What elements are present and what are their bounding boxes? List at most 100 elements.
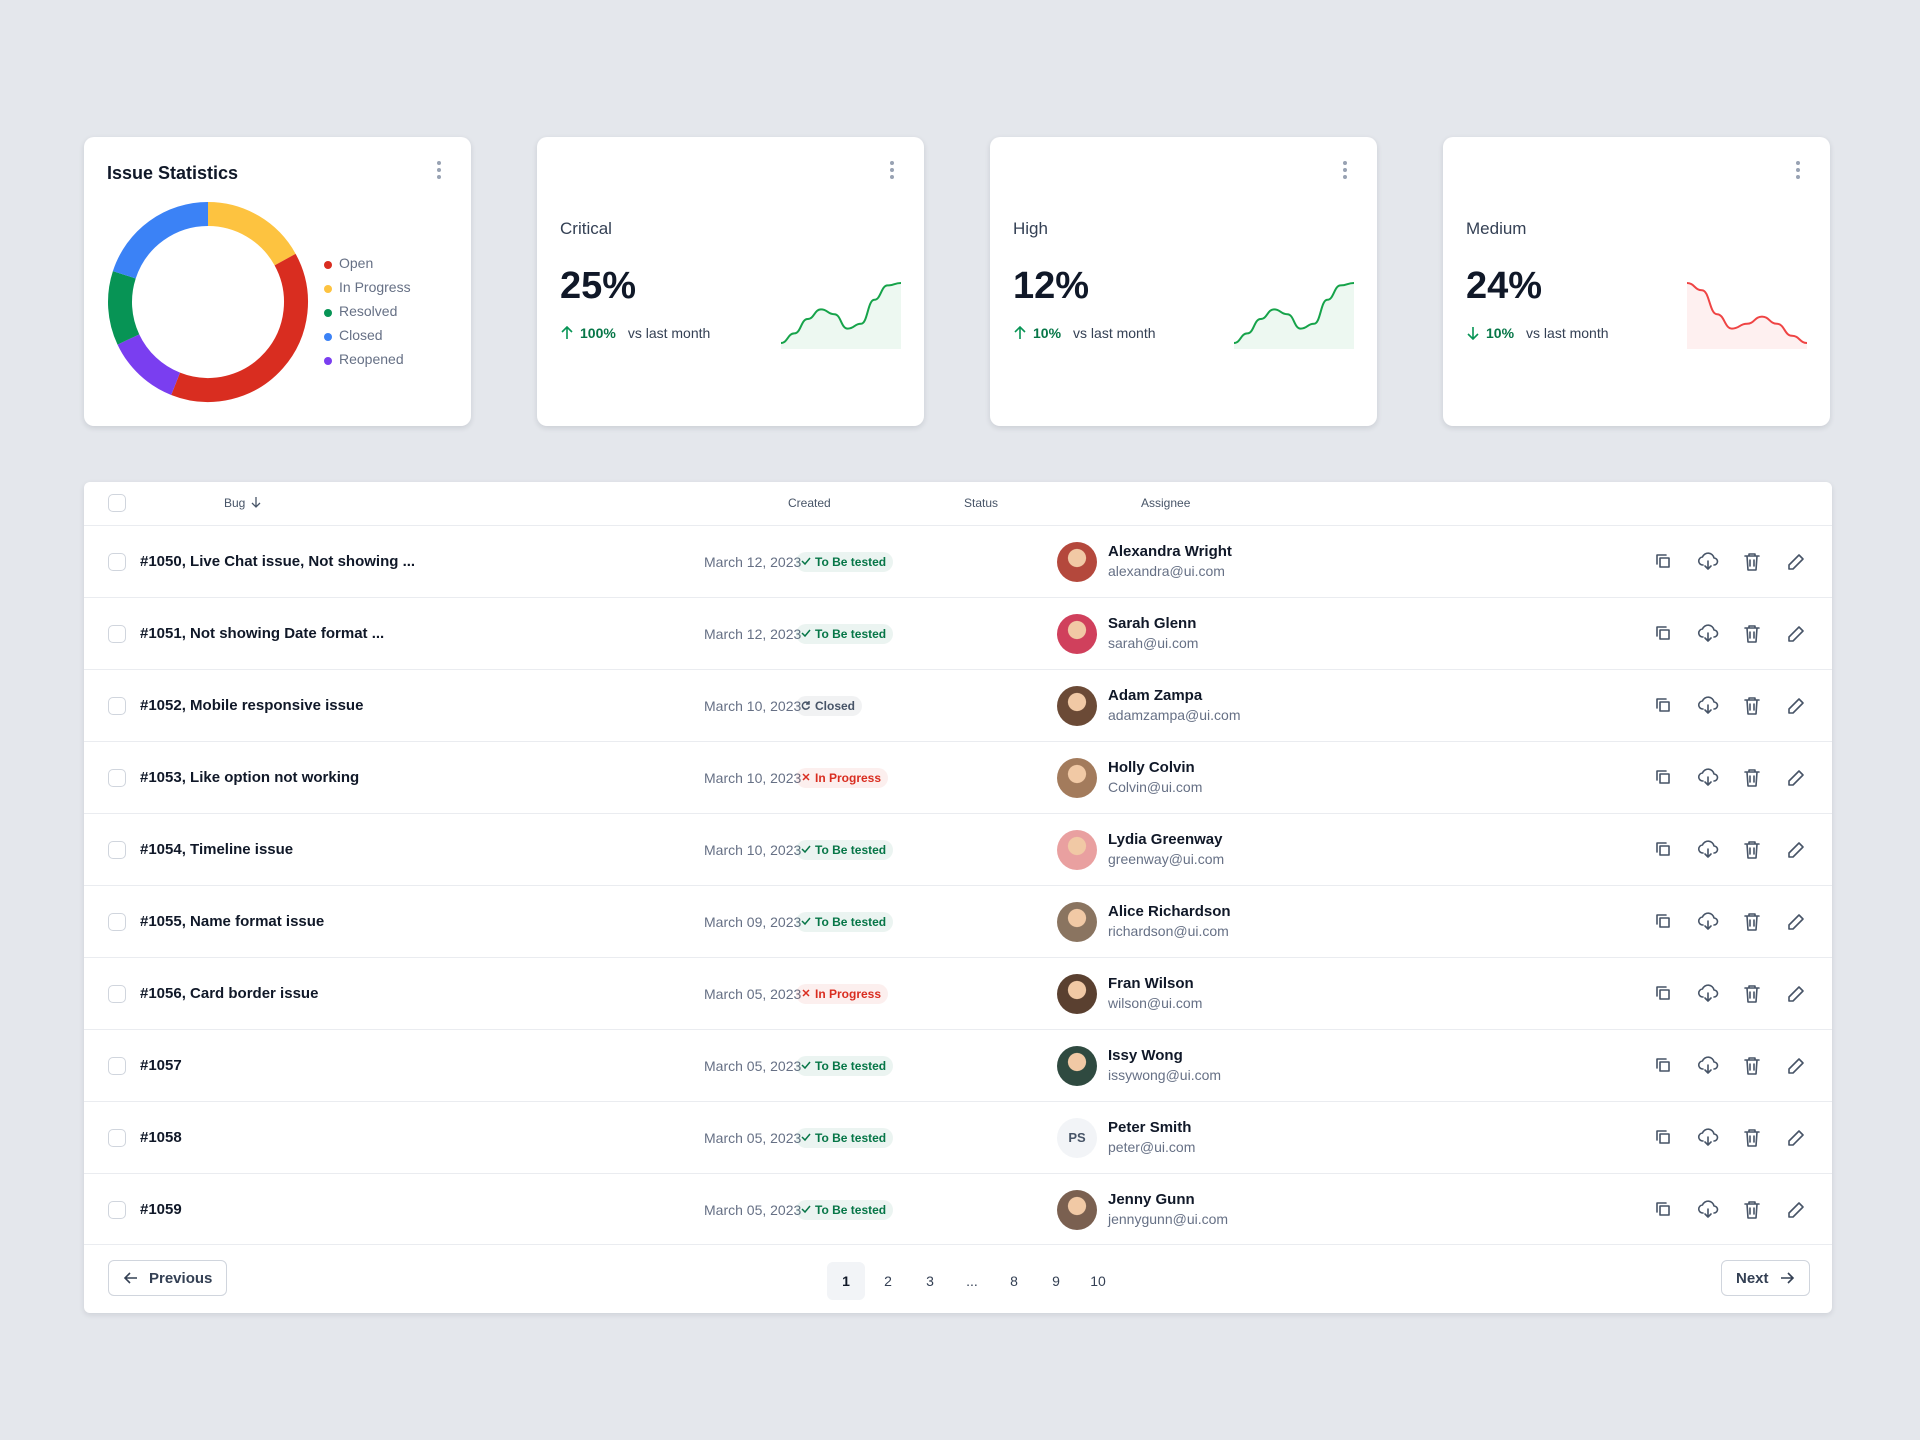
edit-button[interactable]: [1784, 838, 1808, 862]
icon: [1656, 770, 1670, 784]
checkbox[interactable]: [108, 1201, 126, 1219]
trend-arrow: [561, 326, 573, 339]
status-glyph: [801, 700, 811, 710]
status-badge: To Be tested: [796, 840, 894, 860]
delete-button[interactable]: [1740, 694, 1764, 718]
icon: [1744, 697, 1760, 715]
assignee-email: greenway@ui.com: [1108, 851, 1225, 867]
checkbox[interactable]: [108, 769, 126, 787]
download-button[interactable]: [1696, 982, 1720, 1006]
avatar: [1057, 542, 1097, 582]
checkbox[interactable]: [108, 985, 126, 1003]
created-date: March 05, 2023: [704, 1130, 802, 1146]
next-button[interactable]: Next: [1721, 1260, 1810, 1296]
arrow: [123, 1272, 137, 1284]
download-button[interactable]: [1696, 1198, 1720, 1222]
edit-button[interactable]: [1784, 1198, 1808, 1222]
copy-button[interactable]: [1652, 838, 1676, 862]
checkbox[interactable]: [108, 1057, 126, 1075]
table-row: #1052, Mobile responsive issue March 10, …: [84, 669, 1832, 742]
edit-button[interactable]: [1784, 622, 1808, 646]
download-button[interactable]: [1696, 550, 1720, 574]
download-button[interactable]: [1696, 622, 1720, 646]
checkbox[interactable]: [108, 494, 126, 512]
copy-button[interactable]: [1652, 622, 1676, 646]
page-button[interactable]: 1: [827, 1262, 865, 1300]
checkbox[interactable]: [108, 553, 126, 571]
edit-button[interactable]: [1784, 1126, 1808, 1150]
arrow: [561, 326, 573, 339]
delete-button[interactable]: [1740, 550, 1764, 574]
status-icon: [801, 988, 811, 1001]
delete-button[interactable]: [1740, 622, 1764, 646]
edit-button[interactable]: [1784, 550, 1808, 574]
download-button[interactable]: [1696, 1054, 1720, 1078]
copy-button[interactable]: [1652, 1198, 1676, 1222]
metric-label: Medium: [1466, 219, 1527, 238]
dot: [1343, 175, 1347, 179]
more-menu[interactable]: [1796, 161, 1800, 182]
copy-button[interactable]: [1652, 910, 1676, 934]
previous-button[interactable]: Previous: [108, 1260, 228, 1296]
glyph: [801, 629, 811, 637]
edit-button[interactable]: [1784, 982, 1808, 1006]
arrow: [1780, 1272, 1794, 1284]
checkbox[interactable]: [108, 625, 126, 643]
more-menu[interactable]: [437, 161, 441, 182]
copy-button[interactable]: [1652, 1054, 1676, 1078]
delete-button[interactable]: [1740, 838, 1764, 862]
copy-button[interactable]: [1652, 766, 1676, 790]
checkbox[interactable]: [108, 1129, 126, 1147]
delete-button[interactable]: [1740, 982, 1764, 1006]
column-header[interactable]: Bug: [224, 496, 262, 510]
page-button[interactable]: 3: [926, 1273, 934, 1289]
sparkline-area: [781, 283, 901, 349]
page-button[interactable]: 9: [1052, 1273, 1060, 1289]
arrow: [251, 497, 261, 508]
icon: [1656, 626, 1670, 640]
glyph: [802, 988, 810, 997]
bug-title: #1058: [140, 1129, 182, 1146]
checkbox[interactable]: [108, 841, 126, 859]
download-button[interactable]: [1696, 766, 1720, 790]
donut-segment: [207, 202, 296, 266]
copy-button[interactable]: [1652, 694, 1676, 718]
glyph: [801, 1061, 811, 1069]
delete-button[interactable]: [1740, 766, 1764, 790]
assignee-email: issywong@ui.com: [1108, 1067, 1222, 1083]
status-badge: To Be tested: [796, 1200, 894, 1220]
status-text: To Be tested: [815, 915, 887, 929]
page-button[interactable]: 2: [884, 1273, 892, 1289]
page-button[interactable]: 10: [1090, 1273, 1106, 1289]
created-date: March 09, 2023: [704, 914, 802, 930]
more-menu[interactable]: [1343, 161, 1347, 182]
avatar: [1057, 902, 1097, 942]
copy-button[interactable]: [1652, 982, 1676, 1006]
delete-button[interactable]: [1740, 910, 1764, 934]
icon: [1788, 626, 1804, 642]
delete-button[interactable]: [1740, 1126, 1764, 1150]
edit-button[interactable]: [1784, 910, 1808, 934]
download-button[interactable]: [1696, 1126, 1720, 1150]
page-button[interactable]: 8: [1010, 1273, 1018, 1289]
more-menu[interactable]: [890, 161, 894, 182]
checkbox[interactable]: [108, 913, 126, 931]
divider: [84, 1244, 1832, 1245]
page-button[interactable]: ...: [966, 1273, 978, 1289]
download-button[interactable]: [1696, 838, 1720, 862]
checkbox[interactable]: [108, 697, 126, 715]
icon: [1656, 986, 1670, 1000]
assignee-email: richardson@ui.com: [1108, 923, 1229, 939]
icon: [1697, 1128, 1719, 1146]
status-icon: [801, 700, 811, 713]
legend-dot: [324, 285, 332, 293]
download-button[interactable]: [1696, 910, 1720, 934]
copy-button[interactable]: [1652, 550, 1676, 574]
edit-button[interactable]: [1784, 766, 1808, 790]
edit-button[interactable]: [1784, 694, 1808, 718]
delete-button[interactable]: [1740, 1054, 1764, 1078]
edit-button[interactable]: [1784, 1054, 1808, 1078]
download-button[interactable]: [1696, 694, 1720, 718]
copy-button[interactable]: [1652, 1126, 1676, 1150]
delete-button[interactable]: [1740, 1198, 1764, 1222]
